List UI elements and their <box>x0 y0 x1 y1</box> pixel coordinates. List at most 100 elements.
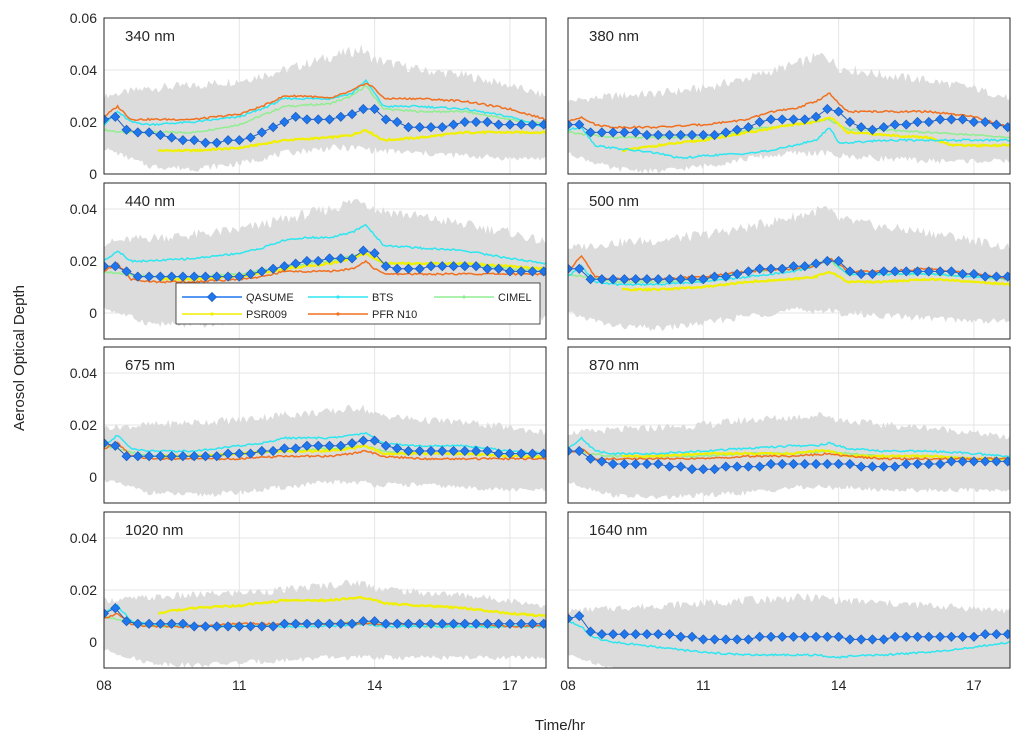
data-point-qasume <box>516 119 527 130</box>
plot-content <box>104 44 546 172</box>
data-point-qasume <box>1002 456 1010 467</box>
data-point-qasume <box>585 453 596 464</box>
data-point-qasume <box>104 114 110 125</box>
data-point-qasume <box>358 435 369 446</box>
data-point-qasume <box>166 451 177 462</box>
y-tick-label: 0.04 <box>70 530 97 546</box>
data-point-qasume <box>335 253 346 264</box>
data-point-qasume <box>335 618 346 629</box>
data-point-qasume <box>335 440 346 451</box>
data-point-qasume <box>380 261 391 272</box>
x-tick-label: 17 <box>502 677 518 693</box>
data-point-qasume <box>132 618 143 629</box>
data-point-qasume <box>923 266 934 277</box>
data-point-qasume <box>686 274 698 285</box>
data-point-qasume <box>504 448 515 459</box>
data-point-qasume <box>482 445 493 457</box>
y-tick-label: 0.02 <box>70 417 97 433</box>
data-point-qasume <box>856 461 867 472</box>
data-point-qasume <box>856 634 867 645</box>
data-point-qasume <box>923 116 934 128</box>
panel-440-nm: 0 0.02 0.04 440 nm QASUME BTS CIMEL PSR009 PFR N… <box>70 182 547 340</box>
data-point-qasume <box>211 451 222 462</box>
data-point-qasume <box>923 631 934 642</box>
data-point-qasume <box>810 111 822 122</box>
data-point-qasume <box>1002 122 1010 133</box>
data-point-qasume <box>493 119 504 130</box>
data-point-qasume <box>585 626 596 637</box>
series-line-qasume <box>104 440 544 457</box>
data-point-qasume <box>608 127 619 138</box>
data-point-qasume <box>516 618 527 629</box>
data-point-qasume <box>279 261 290 272</box>
data-point-qasume <box>901 119 912 130</box>
data-point-qasume <box>980 116 991 128</box>
data-point-qasume <box>369 435 380 446</box>
data-point-qasume <box>177 618 188 629</box>
data-point-qasume <box>222 271 234 282</box>
data-point-qasume <box>912 266 923 277</box>
data-point-qasume <box>653 629 664 640</box>
legend-label-psr009: PSR009 <box>246 309 287 321</box>
data-point-qasume <box>732 634 743 645</box>
data-point-qasume <box>313 440 324 451</box>
data-point-qasume <box>568 445 574 457</box>
data-point-qasume <box>493 263 504 274</box>
data-point-qasume <box>754 631 765 642</box>
data-point-qasume <box>574 610 585 622</box>
y-tick-label: 0.02 <box>70 582 97 598</box>
axes-frame <box>567 17 1011 175</box>
series-line-pfr-n10 <box>104 82 546 122</box>
data-point-qasume <box>912 116 923 128</box>
data-point-qasume <box>104 261 110 272</box>
data-point-qasume <box>732 124 743 135</box>
axes-frame <box>567 511 1011 669</box>
data-point-qasume <box>630 458 641 470</box>
data-point-qasume <box>132 271 143 282</box>
data-point-qasume <box>516 448 527 459</box>
data-point-qasume <box>104 608 110 619</box>
data-point-qasume <box>493 448 504 459</box>
panel-title: 870 nm <box>589 357 639 374</box>
data-point-qasume <box>765 114 777 125</box>
data-point-qasume <box>946 631 957 642</box>
axes-frame <box>103 346 547 504</box>
axes-frame <box>567 182 1011 340</box>
data-point-qasume <box>568 119 574 130</box>
data-point-qasume <box>810 631 822 642</box>
data-point-qasume <box>675 461 686 472</box>
data-point-qasume <box>935 114 946 125</box>
data-point-qasume <box>268 122 279 133</box>
data-point-qasume <box>459 116 470 128</box>
series-line-bts <box>104 603 546 629</box>
data-point-qasume <box>720 271 731 282</box>
data-point-qasume <box>392 263 403 274</box>
data-point-qasume <box>482 116 493 128</box>
data-point-qasume <box>437 445 448 457</box>
data-point-qasume <box>619 629 630 640</box>
data-point-qasume <box>482 263 493 274</box>
data-point-qasume <box>630 629 641 640</box>
x-tick-label: 11 <box>696 677 711 693</box>
panel-title: 440 nm <box>125 193 175 210</box>
data-point-qasume <box>504 266 515 277</box>
plot-content <box>568 52 1010 174</box>
data-point-qasume <box>788 458 799 470</box>
data-point-qasume <box>810 258 822 269</box>
data-point-qasume <box>346 253 358 264</box>
data-point-qasume <box>358 103 369 115</box>
legend-label-qasume: QASUME <box>246 292 294 304</box>
data-point-qasume <box>268 445 279 457</box>
series-line-pfr-n10 <box>568 448 1010 461</box>
data-point-qasume <box>538 448 546 459</box>
data-point-qasume <box>980 456 991 467</box>
data-point-qasume <box>324 114 335 125</box>
panel-title: 340 nm <box>125 28 175 45</box>
data-point-qasume <box>380 440 391 451</box>
data-point-qasume <box>380 618 391 629</box>
data-point-qasume <box>777 631 788 642</box>
series-line-qasume <box>568 108 1008 136</box>
y-tick-label: 0.06 <box>70 10 97 26</box>
data-point-qasume <box>392 443 403 454</box>
series-line-cimel <box>104 84 546 135</box>
